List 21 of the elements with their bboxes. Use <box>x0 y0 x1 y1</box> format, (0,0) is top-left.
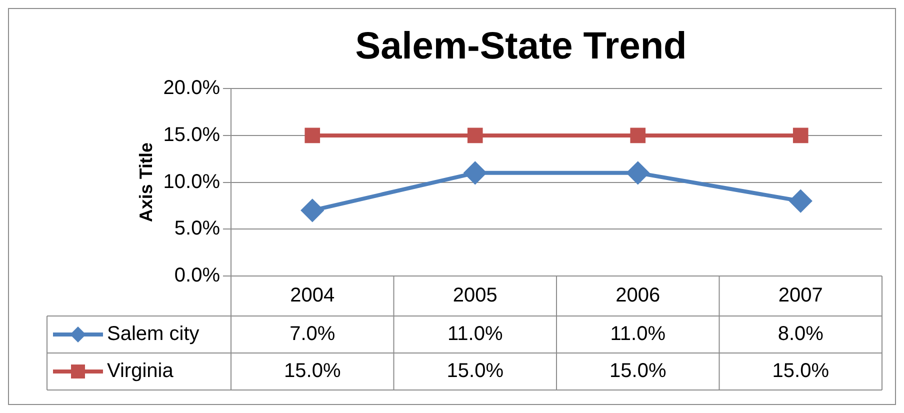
data-label: 11.0% <box>610 323 666 346</box>
data-label: 15.0% <box>284 360 341 382</box>
legend-label: Salem city <box>107 323 200 346</box>
data-label: 15.0% <box>772 360 830 382</box>
y-tick-label: 0.0% <box>174 264 220 287</box>
x-tick-label: 2007 <box>778 284 823 307</box>
x-tick-label: 2004 <box>290 284 335 307</box>
x-tick-label: 2006 <box>616 284 660 307</box>
chart-title: Salem-State Trend <box>355 25 687 68</box>
data-label: 11.0% <box>448 323 503 346</box>
data-label: 8.0% <box>778 323 824 346</box>
data-label: 15.0% <box>446 360 504 382</box>
y-tick-label: 20.0% <box>163 77 220 100</box>
data-label: 15.0% <box>610 360 666 382</box>
data-label: 7.0% <box>290 323 336 346</box>
y-tick-label: 10.0% <box>163 170 220 193</box>
y-tick-label: 5.0% <box>174 218 220 240</box>
x-tick-label: 2005 <box>452 284 498 307</box>
legend-label: Virginia <box>107 360 174 382</box>
y-tick-label: 15.0% <box>163 124 220 146</box>
y-axis-title: Axis Title <box>136 142 156 222</box>
